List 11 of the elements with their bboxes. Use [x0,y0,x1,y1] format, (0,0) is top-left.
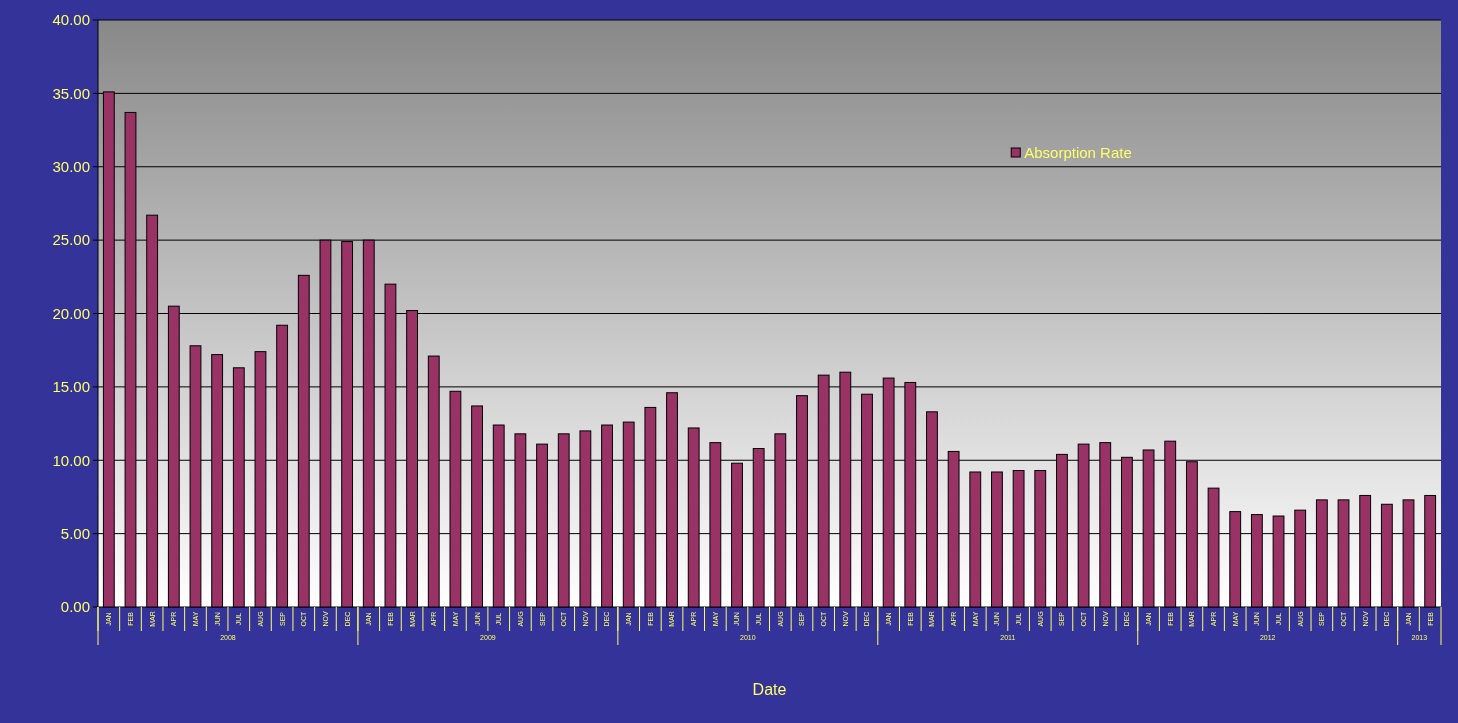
y-tick-label: 0.00 [60,598,90,616]
legend-label: Absorption Rate [1024,144,1132,162]
y-tick-label: 15.00 [52,378,90,396]
y-tick-label: 20.00 [52,304,90,322]
y-tick-label: 25.00 [52,231,90,249]
y-tick-label: 5.00 [60,524,90,542]
y-tick-label: 30.00 [52,158,90,175]
y-tick-label: 35.00 [52,84,90,102]
y-tick-label: 10.00 [52,451,90,469]
x-axis-title: Date [752,681,787,698]
y-tick-label: 40.00 [52,11,90,29]
